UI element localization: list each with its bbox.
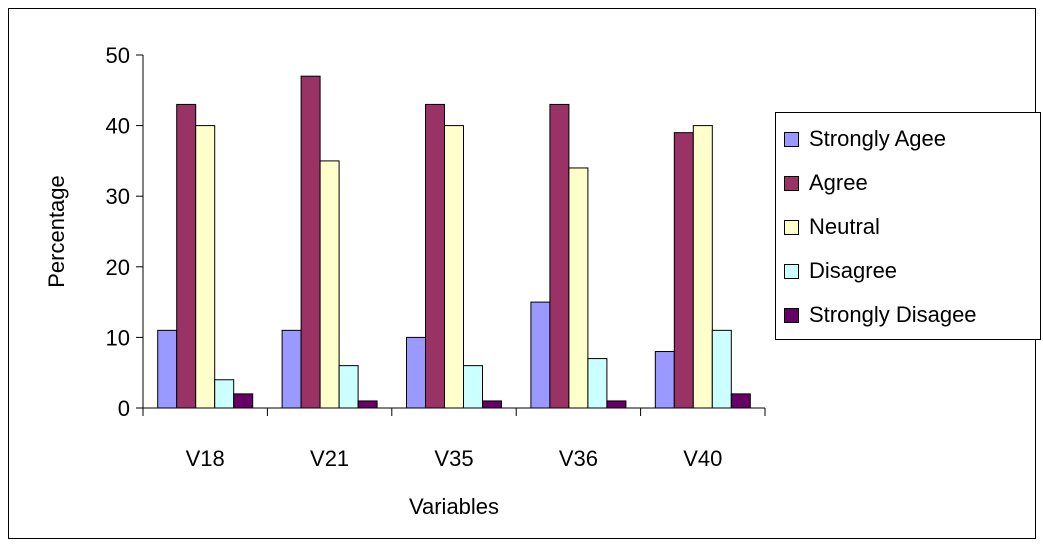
x-tick-label: V40 [683,446,722,471]
legend-label: Strongly Agee [809,126,946,151]
bar-disagree-v36 [587,358,608,409]
y-tick-label: 30 [106,184,130,209]
bar-agree-v35 [425,103,445,409]
bar-disagree-v18 [214,379,235,409]
x-axis-title: Variables [409,494,499,519]
legend-item-neutral: Neutral [784,212,880,242]
legend-swatch [784,175,799,191]
bar-agree-v18 [176,103,197,409]
y-tick-label: 10 [106,325,130,350]
y-axis-title: Percentage [44,175,69,288]
bar-strongly-agee-v21 [281,329,302,409]
x-tick-label: V36 [559,446,598,471]
bars [157,75,751,409]
x-tick-label: V18 [186,446,225,471]
x-tick-label: V21 [310,446,349,471]
bar-disagree-v21 [338,365,359,409]
bar-strongly-agee-v18 [157,329,178,409]
bar-neutral-v21 [319,160,340,409]
bar-strongly-disagee-v21 [357,400,378,409]
bar-strongly-disagee-v36 [606,400,627,409]
bar-neutral-v35 [444,125,464,409]
y-tick-label: 20 [106,255,130,280]
x-tick-label: V35 [434,446,473,471]
legend-swatch [784,307,799,323]
bar-strongly-agee-v35 [406,336,426,409]
y-tick-label: 40 [106,114,130,139]
legend-label: Strongly Disagee [809,302,977,327]
legend-swatch [784,131,799,147]
legend-swatch [784,219,799,235]
legend-label: Disagree [809,258,898,283]
axis-labels: 0 10 20 30 40 50 V18 V21 V35 V36 V40 Variables Perce… [44,43,722,519]
legend-item-strongly-disagee: Strongly Disagee [784,300,977,330]
bar-strongly-agee-v36 [530,301,551,409]
bar-agree-v21 [300,75,321,409]
legend-label: Neutral [809,214,880,239]
legend-item-disagree: Disagree [784,256,897,286]
bar-strongly-agee-v40 [654,351,675,409]
bar-neutral-v36 [568,167,589,409]
legend-item-agree: Agree [784,168,868,198]
y-tick-label: 0 [118,396,130,421]
bar-strongly-disagee-v18 [233,393,254,409]
y-tick-label: 50 [106,43,130,68]
bar-strongly-disagee-v40 [730,393,751,409]
legend-label: Agree [809,170,868,195]
legend-item-strongly-agee: Strongly Agee [784,124,946,154]
bar-agree-v36 [549,103,570,409]
legend-swatch [784,263,799,279]
bar-disagree-v40 [711,329,732,409]
bar-strongly-disagee-v35 [482,400,502,409]
bar-neutral-v18 [195,125,216,409]
bar-agree-v40 [673,132,694,409]
bar-neutral-v40 [692,125,713,409]
legend: Strongly Agee Agree Neutral Disagree Strongl… [775,112,1041,340]
bar-disagree-v35 [463,365,483,409]
